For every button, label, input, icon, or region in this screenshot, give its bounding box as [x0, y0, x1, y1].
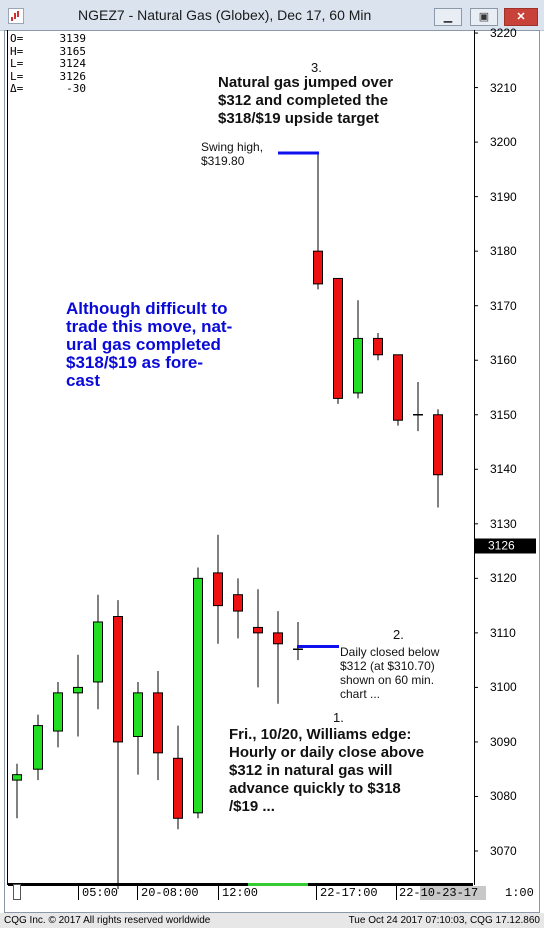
- price-tick-label: 3160: [490, 353, 517, 368]
- candle-up: [33, 725, 43, 770]
- ohlc-readout: O= 3139 H= 3165 L= 3124 L= 3126 Δ= -30: [10, 32, 86, 96]
- annotation-1-text: Fri., 10/20, Williams edge: Hourly or da…: [229, 726, 425, 815]
- price-tick-label: 3090: [490, 734, 517, 749]
- candle-down: [373, 337, 383, 356]
- copyright-text: CQG Inc. © 2017 All rights reserved worl…: [4, 915, 211, 926]
- candle-down: [273, 632, 283, 645]
- session-marker: [248, 883, 308, 886]
- time-separator: [316, 886, 317, 900]
- candle-up: [12, 774, 22, 781]
- time-separator: [396, 886, 397, 900]
- chart-pane[interactable]: [7, 30, 475, 885]
- candle-down: [213, 572, 223, 607]
- annotation-3-text: Natural gas jumped over $312 and complet…: [218, 74, 394, 127]
- status-bar: CQG Inc. © 2017 All rights reserved worl…: [0, 913, 544, 928]
- time-axis-band: [8, 883, 473, 886]
- close-icon: ✕: [516, 11, 526, 23]
- time-separator: [78, 886, 79, 900]
- candle-down: [313, 250, 323, 285]
- price-tick-label: 3150: [490, 407, 517, 422]
- restore-button[interactable]: ▣: [470, 8, 498, 26]
- candle-up: [133, 692, 143, 737]
- timestamp-text: Tue Oct 24 2017 07:10:03, CQG 17.12.860: [348, 915, 540, 926]
- window-title: NGEZ7 - Natural Gas (Globex), Dec 17, 60…: [78, 7, 372, 23]
- candle-up: [93, 621, 103, 683]
- time-scroll-region[interactable]: [420, 886, 486, 900]
- time-tick-label: 1:00: [505, 886, 534, 900]
- price-tick-label: 3210: [490, 80, 517, 95]
- price-tick-label: 3130: [490, 516, 517, 531]
- readout-low: L= 3124: [10, 57, 86, 70]
- readout-open: O= 3139: [10, 32, 86, 45]
- candle-down: [153, 692, 163, 754]
- close-button[interactable]: ✕: [504, 8, 538, 26]
- price-tick-label: 3200: [490, 135, 517, 150]
- annotation-3-number: 3.: [311, 60, 322, 75]
- price-tick-label: 3170: [490, 298, 517, 313]
- time-tick-label: 22-10-23-17: [399, 886, 479, 900]
- annotation-2-number: 2.: [393, 627, 404, 642]
- annotation-1-number: 1.: [333, 710, 344, 725]
- candle-down: [113, 616, 123, 743]
- candle-up: [53, 692, 63, 732]
- price-tick-label: 3190: [490, 189, 517, 204]
- time-tick-label: 05:00: [82, 886, 119, 900]
- time-tick-label: 20-08:00: [141, 886, 199, 900]
- time-tick-label: 22-17:00: [320, 886, 378, 900]
- commentary-text: Although difficult to trade this move, n…: [66, 299, 233, 390]
- candle-down: [393, 354, 403, 421]
- price-tick-label: 3220: [490, 26, 517, 41]
- last-price-box: 3126: [474, 538, 536, 554]
- readout-high: H= 3165: [10, 44, 86, 58]
- candle-up: [193, 577, 203, 814]
- time-tick-label: 12:00: [222, 886, 259, 900]
- price-tick-label: 3110: [490, 625, 516, 640]
- chart-window: [4, 30, 540, 913]
- scroll-thumb[interactable]: [13, 884, 21, 900]
- minimize-button[interactable]: ▁: [434, 8, 462, 26]
- swing-high-label: Swing high, $319.80: [201, 140, 264, 168]
- readout-last: L= 3126: [10, 69, 86, 83]
- restore-icon: ▣: [478, 11, 490, 23]
- candle-down: [333, 277, 343, 399]
- candle-down: [173, 757, 183, 819]
- price-tick-label: 3080: [490, 789, 517, 804]
- candle-up: [73, 686, 83, 694]
- candle-down: [253, 626, 263, 634]
- annotation-2-text: Daily closed below $312 (at $310.70) sho…: [340, 645, 440, 701]
- candle-down: [433, 414, 443, 476]
- price-tick-label: 3100: [490, 680, 517, 695]
- app-icon[interactable]: [8, 8, 24, 24]
- candle-down: [233, 594, 243, 612]
- price-tick-label: 3070: [490, 844, 517, 858]
- time-separator: [218, 886, 219, 900]
- candle-up: [353, 337, 363, 394]
- price-tick-label: 3180: [490, 244, 517, 259]
- window-titlebar: NGEZ7 - Natural Gas (Globex), Dec 17, 60…: [0, 0, 544, 31]
- minimize-icon: ▁: [443, 11, 453, 23]
- time-separator: [137, 886, 138, 900]
- price-tick-label: 3140: [490, 462, 517, 477]
- price-tick-label: 3120: [490, 571, 517, 586]
- readout-change: Δ= -30: [10, 82, 86, 95]
